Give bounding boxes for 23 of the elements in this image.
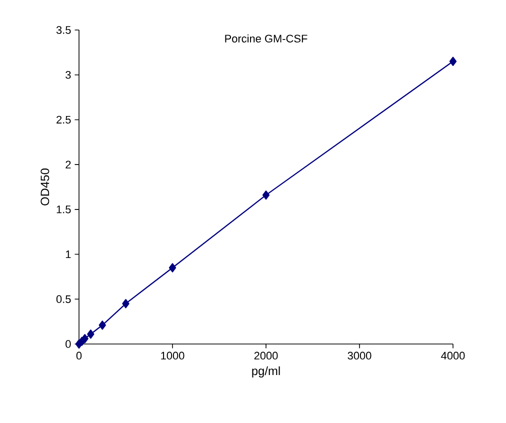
point <box>81 334 88 344</box>
y-tick-label: 3.5 <box>56 26 71 34</box>
x-tick-label: 1000 <box>161 352 184 360</box>
point <box>87 330 94 339</box>
x-tick-label: 3000 <box>348 352 372 360</box>
y-tick-label: 1 <box>66 250 71 258</box>
x-tick-label: 2000 <box>254 352 278 360</box>
y-tick-label: 0 <box>66 340 71 348</box>
chart-title: Porcine GM-CSF <box>225 34 308 42</box>
point <box>168 263 176 272</box>
point <box>98 320 106 330</box>
point <box>449 56 457 66</box>
y-axis-title: OD450 <box>40 168 50 206</box>
y-tick-label: 2.5 <box>56 116 71 124</box>
x-axis-title: pg/ml <box>252 366 280 378</box>
point <box>122 299 130 308</box>
y-tick-label: 3 <box>66 70 71 79</box>
y-tick-label: 1.5 <box>56 206 71 214</box>
y-tick-label: 0.5 <box>56 295 71 304</box>
x-tick-label: 0 <box>76 352 82 360</box>
point <box>262 190 270 200</box>
y-tick-label: 2 <box>66 160 71 168</box>
x-tick-label: 4000 <box>441 352 465 360</box>
